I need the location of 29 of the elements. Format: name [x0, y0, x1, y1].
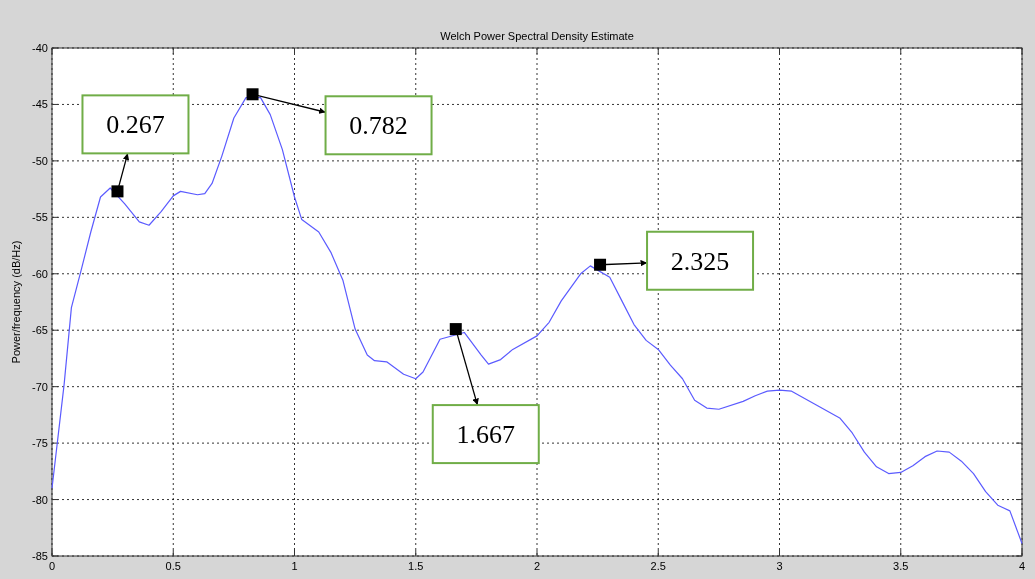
chart-title: Welch Power Spectral Density Estimate [440, 30, 634, 42]
y-tick-label: -40 [32, 42, 48, 54]
x-tick-label: 0 [48, 560, 56, 572]
point [594, 258, 607, 271]
x-tick-label: 1.5 [408, 560, 424, 572]
x-tick-label: 3 [776, 560, 783, 572]
y-tick-label: -70 [32, 380, 48, 393]
y-tick-label: -60 [32, 267, 48, 280]
annotation: 0.782 [349, 111, 408, 141]
x-tick-label: 3.5 [893, 560, 909, 572]
y-tick-label: -80 [32, 493, 48, 506]
annotation: 1.667 [456, 420, 516, 450]
y-tick-label: -50 [32, 154, 48, 167]
x-tick-label: 1 [291, 560, 298, 572]
y-tick-label: -65 [32, 324, 48, 337]
x-tick-label: 2.5 [650, 560, 666, 572]
point [449, 323, 462, 336]
y-tick-label: -45 [32, 98, 48, 111]
annotation: 0.267 [106, 110, 165, 140]
annotation: 2.325 [670, 246, 730, 276]
y-axis-title: Power/frequency (dB/Hz) [10, 240, 22, 364]
x-tick-label: 0.5 [165, 560, 181, 572]
y-tick-label: -55 [32, 211, 48, 224]
x-tick-label: 4 [1018, 560, 1026, 572]
point [246, 88, 259, 101]
point [111, 185, 124, 198]
y-tick-label: -85 [32, 550, 48, 562]
y-tick-label: -75 [32, 437, 48, 450]
x-tick-label: 2 [533, 560, 541, 572]
